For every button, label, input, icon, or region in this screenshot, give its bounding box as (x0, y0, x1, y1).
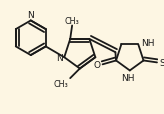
Text: NH: NH (121, 74, 135, 83)
Text: O: O (94, 60, 101, 69)
Text: N: N (57, 53, 63, 62)
Text: CH₃: CH₃ (65, 16, 80, 25)
Text: NH: NH (141, 39, 155, 48)
Text: N: N (27, 11, 34, 20)
Text: CH₃: CH₃ (53, 79, 68, 88)
Text: S: S (159, 58, 164, 67)
